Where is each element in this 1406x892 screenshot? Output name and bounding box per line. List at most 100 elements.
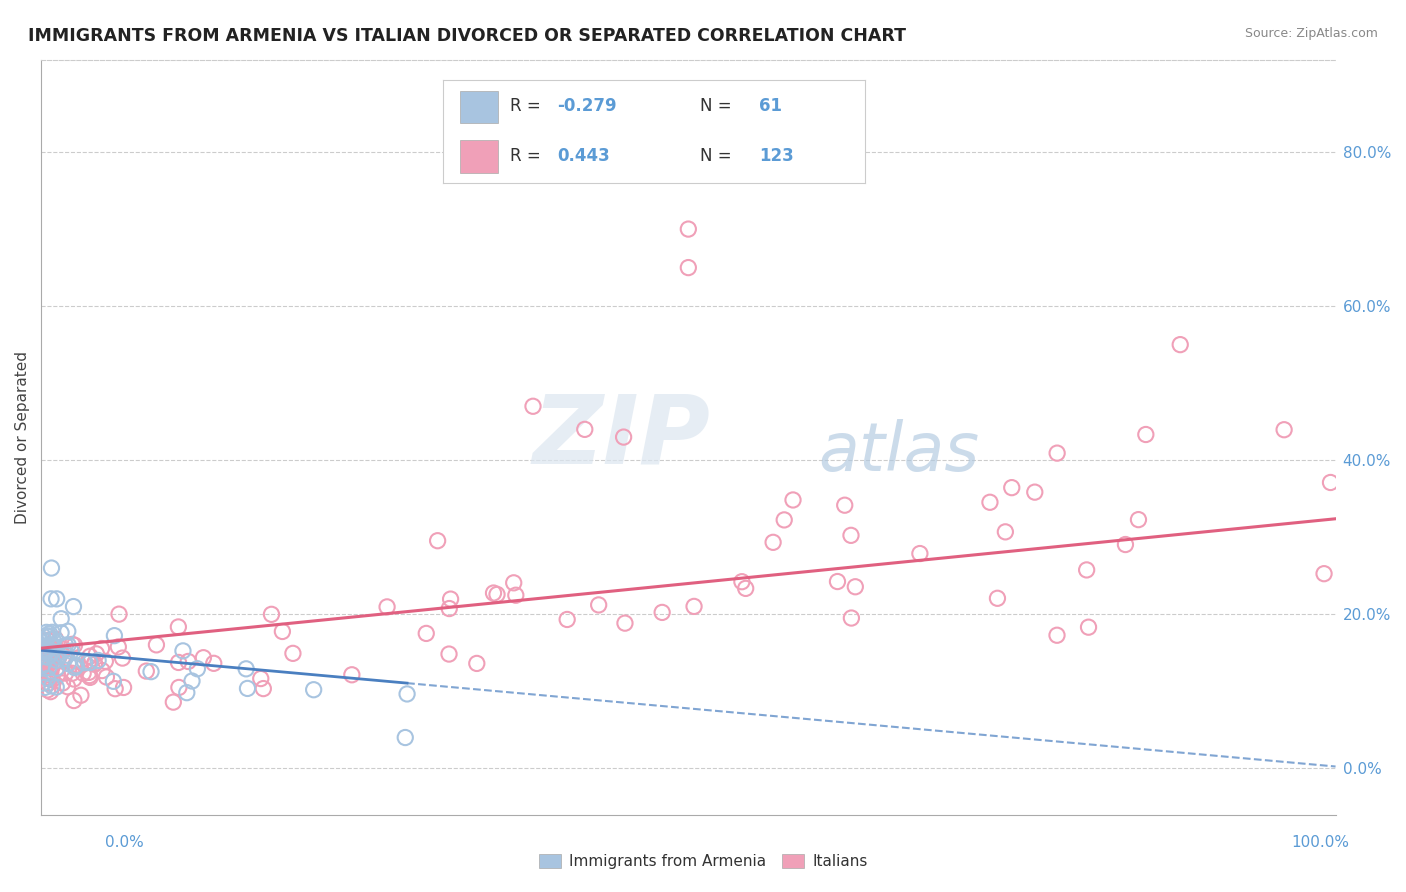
Point: [193, 650, 215, 665]
Point: [35, 625, 58, 640]
Point: [79, 670, 101, 684]
Point: [38, 648, 60, 662]
Point: [844, 580, 866, 594]
Point: [32, 629, 55, 643]
Point: [39, 684, 62, 698]
Point: [177, 655, 200, 669]
Point: [437, 647, 460, 661]
Point: [41, 625, 63, 640]
Point: [58, 657, 80, 671]
Text: Source: ZipAtlas.com: Source: ZipAtlas.com: [1244, 27, 1378, 40]
Point: [39, 654, 62, 668]
Point: [613, 430, 636, 444]
Point: [908, 547, 931, 561]
Point: [39, 591, 62, 606]
Point: [986, 591, 1008, 606]
Point: [52, 642, 75, 657]
Point: [1046, 446, 1069, 460]
Text: IMMIGRANTS FROM ARMENIA VS ITALIAN DIVORCED OR SEPARATED CORRELATION CHART: IMMIGRANTS FROM ARMENIA VS ITALIAN DIVOR…: [28, 27, 905, 45]
Point: [42, 632, 65, 647]
Point: [111, 651, 134, 665]
Point: [63, 659, 86, 673]
Point: [55, 648, 77, 663]
Point: [62, 599, 84, 614]
Point: [167, 620, 190, 634]
Point: [45, 653, 67, 667]
Point: [302, 682, 325, 697]
Point: [32, 649, 55, 664]
Point: [107, 640, 129, 654]
Point: [1319, 475, 1341, 490]
Point: [42, 658, 65, 673]
Point: [63, 660, 86, 674]
Point: [172, 644, 194, 658]
Point: [502, 575, 524, 590]
Point: [46, 668, 69, 682]
Point: [37, 630, 59, 644]
Point: [994, 524, 1017, 539]
Point: [37, 653, 59, 667]
Point: [60, 644, 83, 658]
Point: [72, 666, 94, 681]
Point: [439, 601, 461, 615]
Point: [37, 671, 59, 685]
Point: [34, 642, 56, 657]
Point: [31, 659, 53, 673]
Point: [86, 647, 108, 661]
Point: [90, 641, 112, 656]
Point: [63, 638, 86, 652]
Point: [340, 667, 363, 681]
Point: [41, 561, 63, 575]
Point: [56, 624, 79, 639]
Point: [167, 681, 190, 695]
Point: [249, 672, 271, 686]
Point: [70, 688, 93, 702]
Point: [51, 612, 73, 626]
Point: [51, 676, 73, 690]
Text: 100.0%: 100.0%: [1292, 836, 1350, 850]
Point: [651, 606, 673, 620]
Point: [38, 626, 60, 640]
Point: [773, 513, 796, 527]
Point: [31, 635, 53, 649]
Point: [38, 660, 60, 674]
Point: [465, 657, 488, 671]
Point: [79, 668, 101, 682]
Point: [839, 528, 862, 542]
Point: [37, 658, 59, 673]
Point: [37, 655, 59, 669]
Point: [678, 222, 700, 236]
Point: [827, 574, 849, 589]
Text: -0.279: -0.279: [557, 97, 616, 115]
Point: [37, 676, 59, 690]
Point: [112, 681, 135, 695]
Text: N =: N =: [700, 146, 737, 165]
Point: [485, 587, 508, 601]
Point: [252, 681, 274, 696]
Point: [37, 682, 59, 697]
Point: [37, 653, 59, 667]
Point: [45, 680, 67, 694]
Point: [46, 661, 69, 675]
Point: [32, 632, 55, 647]
Point: [375, 599, 398, 614]
Point: [1076, 563, 1098, 577]
Point: [96, 670, 118, 684]
Point: [55, 638, 77, 652]
Point: [41, 644, 63, 658]
Point: [762, 535, 785, 549]
Point: [79, 649, 101, 664]
Point: [48, 644, 70, 658]
Point: [1024, 485, 1046, 500]
Point: [103, 629, 125, 643]
Point: [181, 673, 204, 688]
Point: [505, 588, 527, 602]
Point: [37, 633, 59, 648]
Point: [41, 673, 63, 687]
Point: [63, 693, 86, 707]
Point: [31, 676, 53, 690]
Point: [45, 591, 67, 606]
Point: [83, 657, 105, 671]
Point: [77, 665, 100, 680]
Point: [94, 654, 117, 668]
